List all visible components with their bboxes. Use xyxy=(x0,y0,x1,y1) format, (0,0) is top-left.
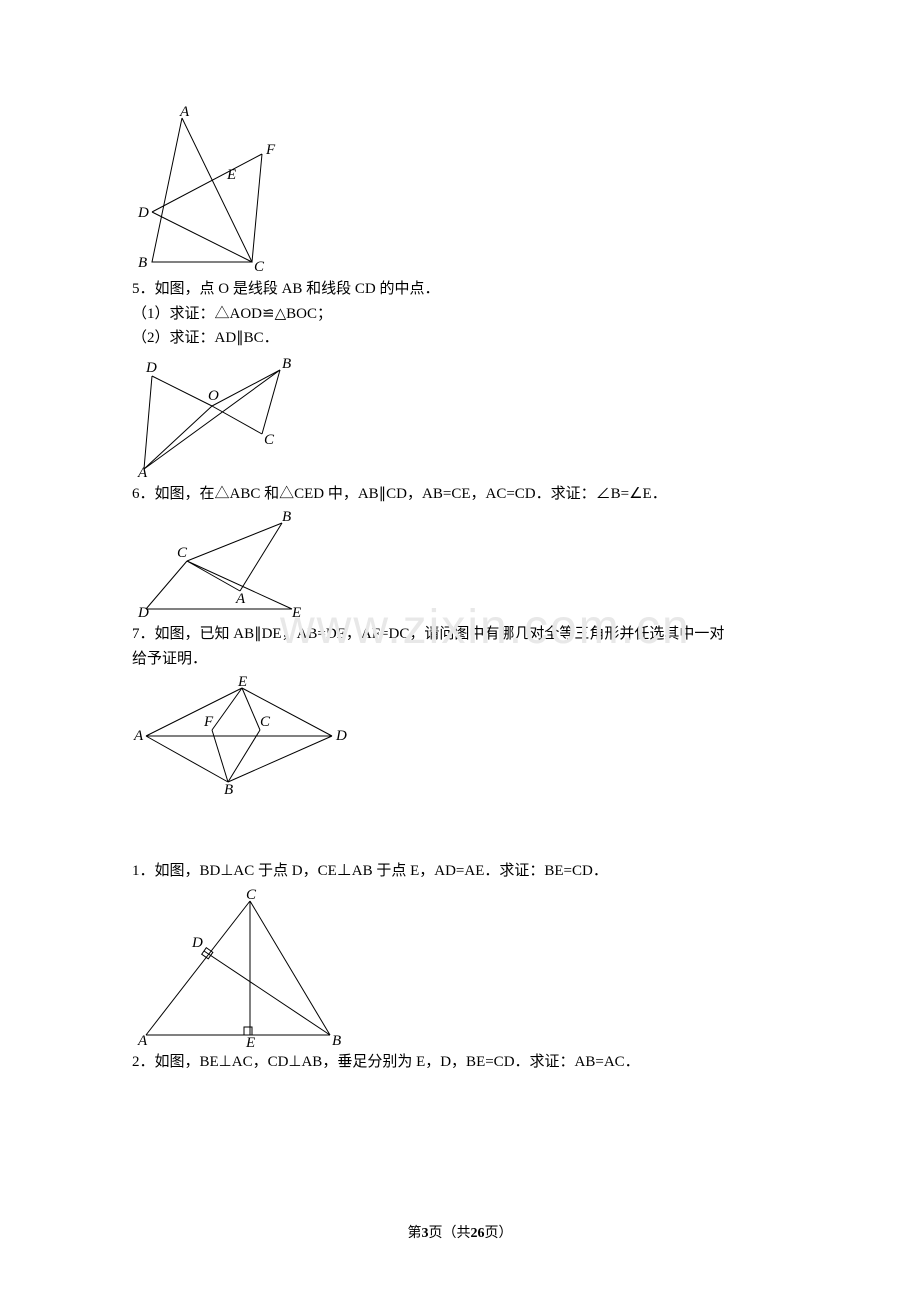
problem-5-line3: （2）求证：AD∥BC． xyxy=(132,327,788,350)
svg-text:E: E xyxy=(226,167,236,183)
figure-top: A F E D B C xyxy=(132,104,292,274)
svg-text:C: C xyxy=(246,887,257,903)
svg-text:A: A xyxy=(235,591,246,607)
footer-prefix: 第 xyxy=(408,1226,422,1241)
figure-p1b: C D A E B xyxy=(132,887,352,1047)
problem-6-line1: 6．如图，在△ABC 和△CED 中，AB∥CD，AB=CE，AC=CD．求证：… xyxy=(132,483,788,506)
svg-text:B: B xyxy=(282,509,291,525)
svg-text:D: D xyxy=(335,728,347,744)
svg-text:E: E xyxy=(237,674,247,690)
svg-text:F: F xyxy=(265,142,276,158)
figure-p7: E F C A D B xyxy=(132,674,352,794)
svg-text:D: D xyxy=(137,605,149,619)
svg-text:A: A xyxy=(179,104,190,120)
svg-text:C: C xyxy=(254,259,265,274)
figure-p6: B C A D E xyxy=(132,509,332,619)
svg-text:A: A xyxy=(137,465,148,479)
page-content: A F E D B C 5．如图，点 O 是线段 AB 和线段 CD 的中点． … xyxy=(0,0,920,1073)
svg-text:B: B xyxy=(332,1033,341,1047)
page-footer: 第3页（共26页） xyxy=(0,1222,920,1242)
svg-text:D: D xyxy=(191,935,203,951)
svg-text:O: O xyxy=(208,388,219,404)
svg-text:D: D xyxy=(137,205,149,221)
problem-5-line1: 5．如图，点 O 是线段 AB 和线段 CD 的中点． xyxy=(132,278,788,301)
svg-text:B: B xyxy=(282,356,291,372)
svg-text:A: A xyxy=(137,1033,148,1047)
svg-text:E: E xyxy=(291,605,301,619)
svg-text:B: B xyxy=(138,255,147,271)
figure-p5: D B O C A xyxy=(132,354,312,479)
svg-text:D: D xyxy=(145,360,157,376)
svg-text:F: F xyxy=(203,714,214,730)
problem-7-line1: 7．如图，已知 AB∥DE，AB=DE，AF=DC，请问图中有哪几对全等三角形并… xyxy=(132,623,788,646)
svg-text:C: C xyxy=(264,432,275,448)
svg-text:A: A xyxy=(133,728,144,744)
problem-7-line2: 给予证明． xyxy=(132,648,788,671)
problem-5-line2: （1）求证：△AOD≌△BOC； xyxy=(132,303,788,326)
svg-text:B: B xyxy=(224,782,233,794)
footer-mid: 页（共 xyxy=(429,1226,471,1241)
footer-current: 3 xyxy=(422,1226,429,1241)
svg-text:C: C xyxy=(177,545,188,561)
problem-2b-line1: 2．如图，BE⊥AC，CD⊥AB，垂足分别为 E，D，BE=CD．求证：AB=A… xyxy=(132,1051,788,1074)
problem-1b-line1: 1．如图，BD⊥AC 于点 D，CE⊥AB 于点 E，AD=AE．求证：BE=C… xyxy=(132,860,788,883)
svg-text:E: E xyxy=(245,1035,255,1047)
footer-suffix: 页） xyxy=(485,1226,513,1241)
footer-total: 26 xyxy=(471,1226,485,1241)
svg-text:C: C xyxy=(260,714,271,730)
